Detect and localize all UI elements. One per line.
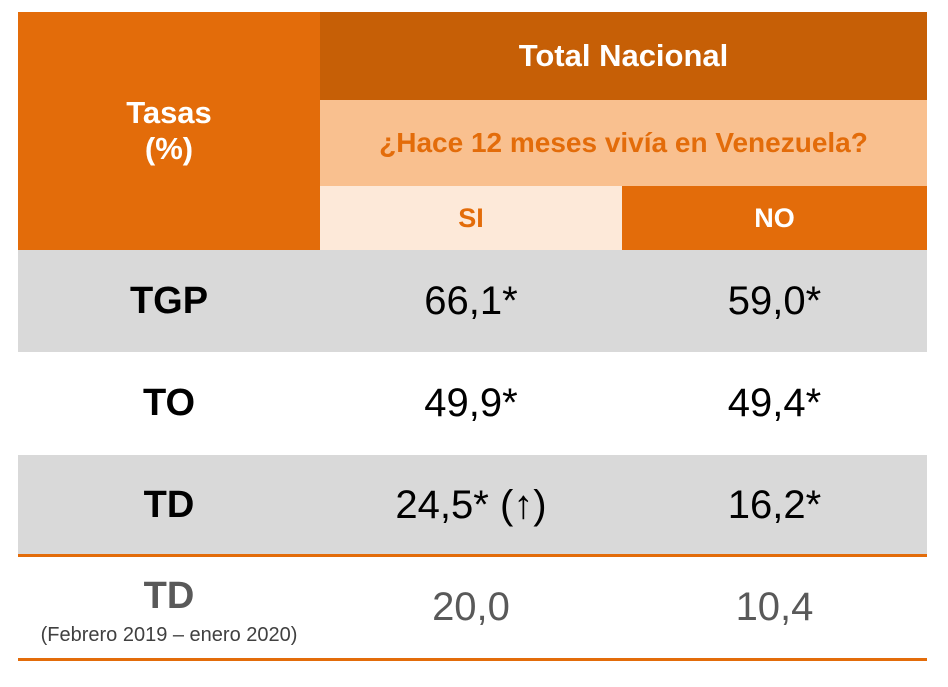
cell-value: 16,2* [622,455,927,555]
question: ¿Hace 12 meses vivía en Venezuela? [320,100,927,186]
rate-label: Tasas [126,95,212,130]
row-label-text: TGP [129,279,209,322]
row-note: (Febrero 2019 – enero 2020) [40,624,298,646]
rate-unit: (%) [144,131,194,166]
cell-value: 49,9* [320,352,622,455]
column-si: SI [320,186,622,250]
cell-value: 10,4 [622,557,927,658]
cell-value: 49,4* [622,352,927,455]
row-label-text: TO [142,382,196,424]
separator [18,554,927,557]
row-label: TO [18,352,320,455]
row-label-text: TD [143,575,195,617]
bottom-rule [18,658,927,661]
title: Total Nacional [320,12,927,100]
row-label-text: TD [143,483,195,526]
row-label: TGP [18,250,320,352]
column-no: NO [622,186,927,250]
row-label: TD (Febrero 2019 – enero 2020) [18,557,320,658]
cell-value: 59,0* [622,250,927,352]
rate-header: Tasas (%) [18,12,320,250]
cell-value: 24,5* (↑) [320,455,622,555]
cell-value: 66,1* [320,250,622,352]
row-label: TD [18,455,320,555]
cell-value: 20,0 [320,557,622,658]
